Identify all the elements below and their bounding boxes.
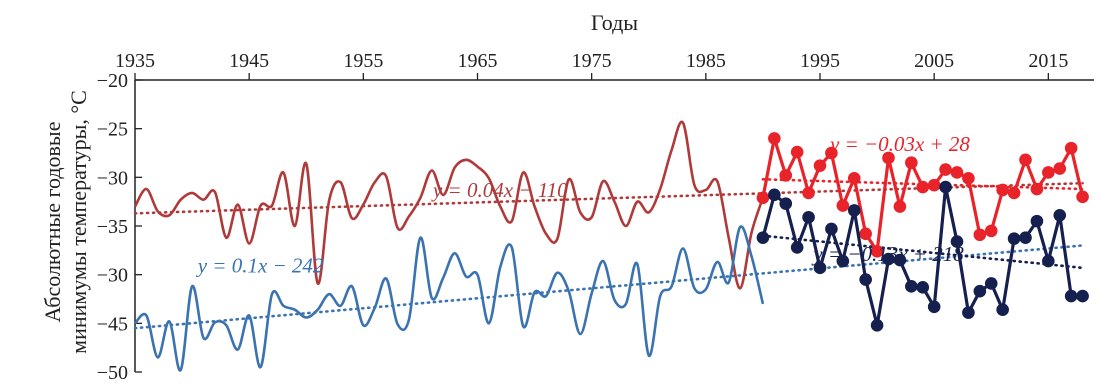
x-tick-label: 1955 — [343, 50, 383, 72]
series-4-point — [962, 306, 975, 319]
series-4-point — [768, 188, 781, 202]
series-3-point — [905, 156, 918, 170]
series-3-point — [847, 172, 861, 185]
trendline-1 — [133, 181, 1084, 215]
trend-equation-2: y = 0.1x − 242 — [196, 254, 324, 278]
series-3-point — [950, 166, 964, 179]
y-tick-label: −30 — [97, 167, 128, 189]
series-3-point — [1064, 141, 1078, 155]
series-4-point — [825, 222, 838, 236]
series-3-point — [870, 245, 884, 258]
y-axis-title-line2: минимумы температуры, °С — [66, 90, 91, 354]
series-4-point — [847, 204, 861, 217]
series-4-point — [756, 231, 770, 244]
series-3-point — [1030, 182, 1044, 196]
series-3-point — [939, 163, 952, 176]
series-4-point — [802, 210, 815, 224]
series-4-point — [973, 284, 987, 298]
series-3-point — [1076, 190, 1089, 204]
series-4-point — [1030, 214, 1044, 228]
series-lines — [133, 120, 1089, 372]
series-4-point — [859, 273, 872, 286]
x-tick-label: 2005 — [914, 50, 954, 72]
series-4-point — [950, 235, 964, 248]
series-3-point — [779, 169, 793, 182]
series-3-point — [927, 178, 941, 192]
series-3-point — [756, 191, 770, 205]
axes: 1935 1945 1955 1965 1975 1985 1995 2005 2015 −20 −… — [97, 50, 1094, 384]
series-3-point — [836, 199, 850, 212]
x-tick-label: 2015 — [1028, 50, 1068, 72]
series-3-point — [996, 183, 1009, 197]
x-axis-title: Годы — [591, 10, 638, 35]
series-3-point — [962, 172, 975, 185]
series-2-line — [134, 225, 765, 372]
series-4-point — [1042, 254, 1055, 268]
series-3-point — [1053, 162, 1067, 175]
x-tick-label: 1945 — [229, 50, 269, 72]
series-3-point — [768, 132, 781, 145]
trend-equation-1: y = 0.04x − 110 — [431, 178, 568, 202]
series-3-point — [802, 186, 815, 200]
series-3-point — [1007, 186, 1021, 200]
series-4-point — [836, 254, 850, 268]
series-4-point — [893, 253, 907, 267]
x-tick-label: 1965 — [458, 50, 498, 72]
series-4-point — [1064, 289, 1078, 303]
series-4-point — [1019, 231, 1032, 244]
series-4-point — [790, 241, 804, 254]
series-3-point — [859, 227, 872, 241]
y-tick-label: −20 — [97, 70, 128, 92]
trendlines — [133, 177, 1084, 330]
trendline-2 — [133, 244, 1084, 330]
y-axis-title: Абсолютные годовыеминимумы температуры, … — [40, 90, 91, 354]
series-4-point — [996, 303, 1009, 317]
y-axis-title-line1: Абсолютные годовые — [40, 122, 65, 323]
series-4-point — [916, 281, 930, 294]
trend-equation-4: y = −0.13x + 218 — [811, 242, 964, 266]
series-4-point — [927, 300, 941, 314]
series-3-point — [1019, 153, 1032, 167]
trend-equations: y = 0.04x − 110 y = 0.1x − 242 y = −0.03x … — [196, 132, 971, 278]
y-tick-label: −45 — [97, 313, 128, 335]
series-4-point — [779, 197, 793, 210]
trendline-3 — [761, 177, 1084, 191]
series-3-point — [790, 145, 804, 159]
trend-equation-3: y = −0.03x + 28 — [828, 132, 970, 156]
series-4-point — [1076, 289, 1089, 303]
series-4-point — [1053, 208, 1067, 222]
y-tick-label: −30 — [97, 265, 128, 287]
series-3-point — [973, 228, 987, 242]
y-tick-label: −35 — [97, 216, 128, 238]
x-tick-label: 1975 — [572, 50, 612, 72]
y-tick-label: −25 — [97, 119, 128, 141]
x-tick-label: 1995 — [800, 50, 840, 72]
series-3-point — [893, 200, 907, 213]
y-tick-label: −50 — [97, 362, 128, 384]
series-4-point — [939, 180, 952, 194]
series-3-point — [813, 159, 827, 172]
x-tick-label: 1935 — [115, 50, 155, 72]
x-tick-label: 1985 — [686, 50, 726, 72]
series-4-point — [882, 252, 895, 266]
trendline-4 — [761, 234, 1084, 270]
series-4-point — [905, 280, 918, 293]
series-4-point — [1007, 232, 1021, 245]
series-3-point — [916, 180, 930, 194]
series-3-point — [984, 224, 998, 238]
series-4-point — [870, 318, 884, 332]
series-1-line — [133, 120, 765, 290]
series-3-point — [825, 146, 838, 160]
series-4-point — [984, 277, 998, 290]
series-3-point — [1042, 166, 1055, 179]
series-3-point — [882, 151, 895, 165]
series-4-point — [813, 261, 827, 275]
